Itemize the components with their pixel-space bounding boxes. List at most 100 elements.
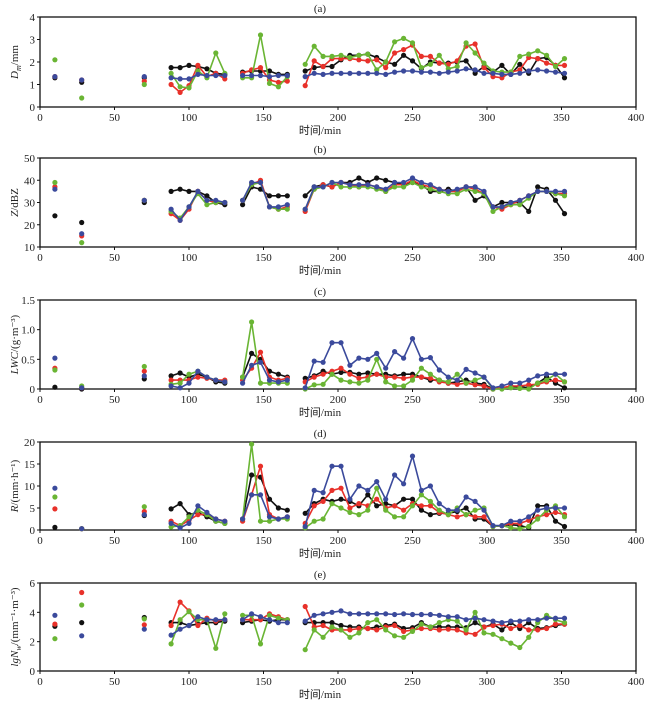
series-line <box>304 610 565 651</box>
data-point <box>409 611 416 618</box>
series-line <box>304 53 566 79</box>
series-line <box>241 474 288 520</box>
data-point <box>508 199 514 206</box>
series-line <box>304 453 565 527</box>
data-point <box>240 374 246 380</box>
data-point <box>481 188 487 194</box>
x-tick-label: 400 <box>628 112 645 124</box>
data-point <box>508 518 514 524</box>
data-point <box>454 377 460 383</box>
data-point <box>392 622 398 629</box>
y-tick-label: 2 <box>30 637 36 649</box>
data-point <box>544 188 550 194</box>
data-point <box>561 385 568 391</box>
y-tick-label: 0 <box>30 666 36 678</box>
data-point <box>374 479 380 485</box>
data-point <box>517 622 523 629</box>
data-point <box>552 621 559 627</box>
data-point <box>561 615 568 621</box>
y-tick-label: 4 <box>30 12 36 24</box>
data-point <box>436 612 442 618</box>
series-line <box>304 367 565 390</box>
data-point <box>338 340 344 346</box>
data-point <box>329 179 335 186</box>
data-point <box>526 514 532 520</box>
data-point <box>79 231 85 237</box>
data-point <box>436 620 442 626</box>
data-point <box>52 636 58 642</box>
data-point <box>168 383 174 389</box>
data-point <box>168 506 174 512</box>
data-point <box>141 373 147 379</box>
data-point <box>195 188 201 194</box>
data-point <box>266 74 273 80</box>
data-point <box>320 184 326 190</box>
data-point <box>347 505 353 511</box>
data-point <box>535 373 541 379</box>
data-point <box>52 74 58 80</box>
data-point <box>517 618 523 624</box>
data-point <box>356 501 362 507</box>
data-point <box>392 184 398 190</box>
data-point <box>544 377 550 383</box>
y-label-main: Z <box>9 210 21 217</box>
data-point <box>481 60 487 66</box>
data-point <box>168 632 174 638</box>
data-point <box>544 625 550 632</box>
data-point <box>356 375 362 381</box>
data-point <box>561 75 568 81</box>
data-point <box>481 630 487 636</box>
data-point <box>401 68 407 74</box>
data-point <box>195 622 201 629</box>
data-point <box>365 70 371 76</box>
data-point <box>535 503 541 509</box>
data-point <box>561 62 568 68</box>
data-point <box>356 483 362 489</box>
plot-frame <box>39 157 637 248</box>
data-point <box>552 197 559 203</box>
data-point <box>338 184 344 190</box>
data-point <box>454 186 460 192</box>
y-tick-label: 10 <box>24 242 36 254</box>
data-point <box>141 616 147 622</box>
data-point <box>356 70 362 76</box>
data-point <box>463 40 469 46</box>
data-point <box>356 380 362 386</box>
y-tick-label: 6 <box>30 578 36 590</box>
data-point <box>374 611 380 617</box>
data-point <box>427 375 433 381</box>
data-point <box>329 501 335 507</box>
data-point <box>141 368 147 374</box>
data-point <box>204 374 210 380</box>
data-point <box>561 379 568 385</box>
data-point <box>213 516 219 522</box>
x-axis-label: 时间/min <box>299 124 342 137</box>
y-tick-label: 5 <box>30 503 36 515</box>
data-point <box>177 501 183 507</box>
data-point <box>472 631 478 637</box>
data-point <box>204 197 210 203</box>
data-point <box>141 81 147 88</box>
x-tick-label: 150 <box>255 252 272 264</box>
data-point <box>427 611 433 618</box>
data-point <box>356 611 362 617</box>
data-point <box>544 505 550 511</box>
data-point <box>177 385 183 391</box>
data-point <box>347 362 353 368</box>
data-point <box>284 193 290 199</box>
data-point <box>481 617 487 623</box>
data-point <box>561 56 568 62</box>
x-tick-label: 300 <box>479 394 496 406</box>
data-point <box>302 603 308 610</box>
data-point <box>213 197 219 203</box>
data-point <box>490 204 496 210</box>
x-tick-label: 50 <box>109 676 121 688</box>
data-point <box>445 188 451 194</box>
data-point <box>401 184 407 190</box>
data-point <box>445 507 451 513</box>
data-point <box>374 627 380 633</box>
data-point <box>454 514 460 520</box>
panel-title: (a) <box>314 3 327 15</box>
data-point <box>418 374 424 380</box>
data-point <box>472 609 478 615</box>
